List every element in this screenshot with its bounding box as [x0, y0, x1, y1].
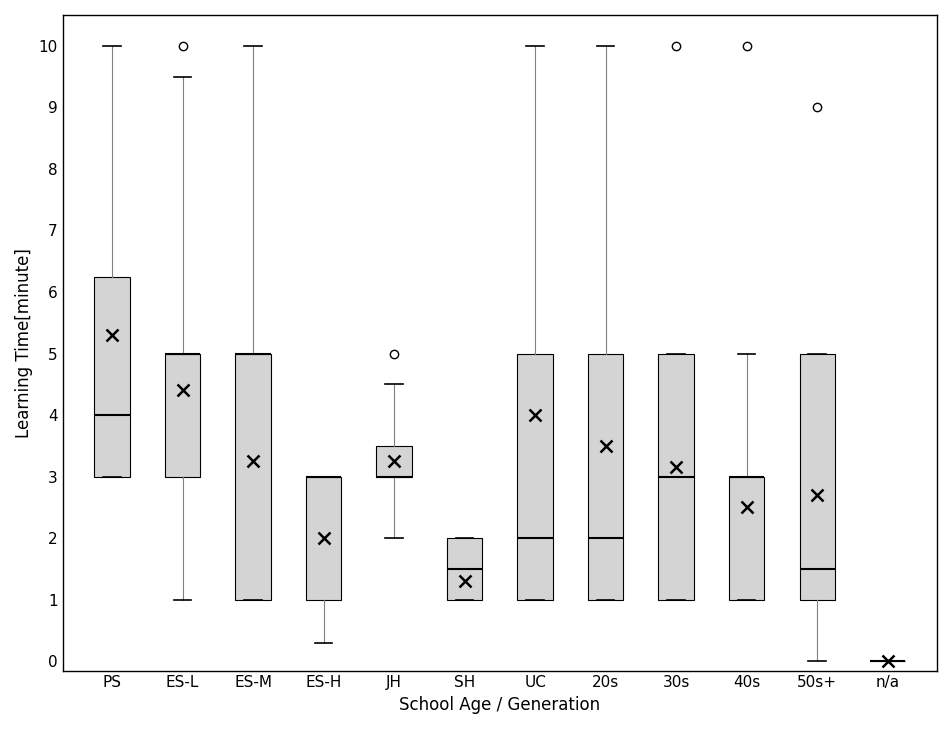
PathPatch shape — [800, 354, 835, 600]
PathPatch shape — [376, 446, 411, 477]
PathPatch shape — [659, 354, 694, 600]
Y-axis label: Learning Time[minute]: Learning Time[minute] — [15, 248, 33, 437]
PathPatch shape — [729, 477, 764, 600]
PathPatch shape — [588, 354, 624, 600]
PathPatch shape — [518, 354, 553, 600]
X-axis label: School Age / Generation: School Age / Generation — [399, 696, 601, 714]
PathPatch shape — [306, 477, 341, 600]
PathPatch shape — [235, 354, 270, 600]
PathPatch shape — [446, 538, 483, 600]
PathPatch shape — [94, 276, 129, 477]
PathPatch shape — [165, 354, 200, 477]
